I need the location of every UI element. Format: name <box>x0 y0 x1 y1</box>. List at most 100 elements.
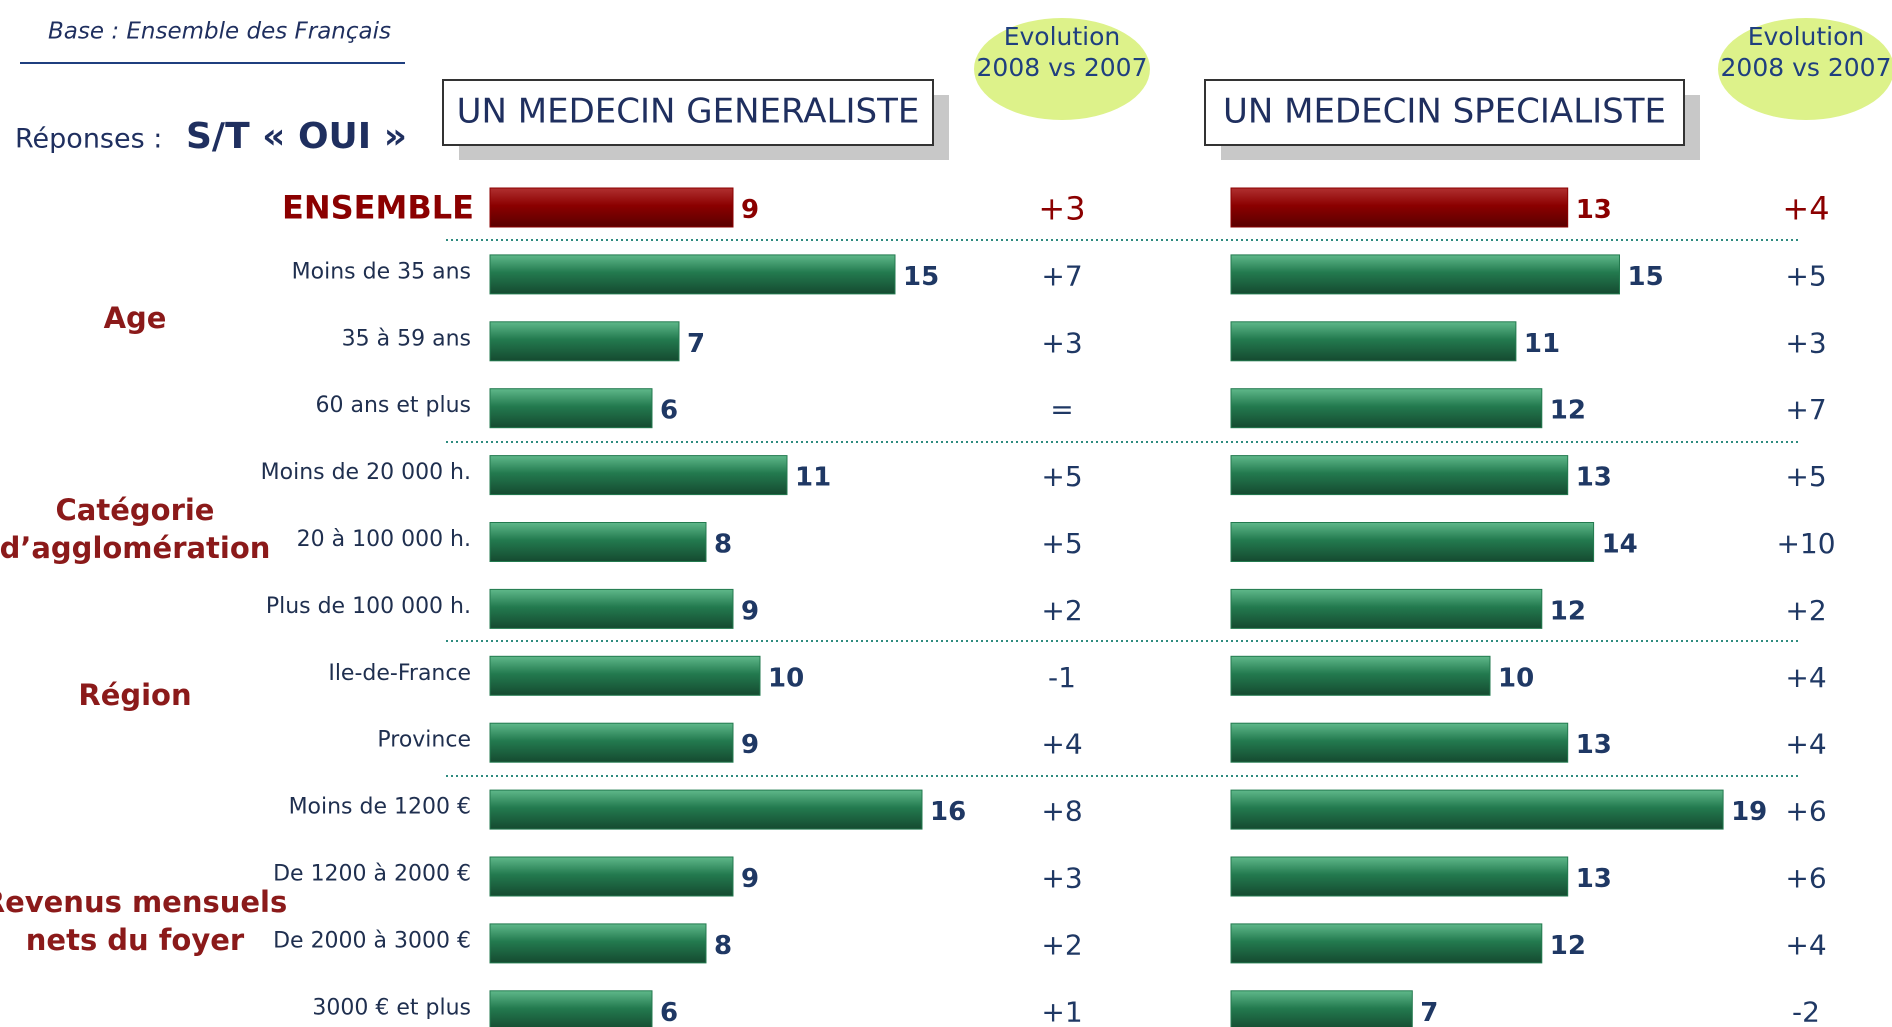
row-label: De 1200 à 2000 € <box>273 862 471 887</box>
bar <box>1230 923 1543 964</box>
title-box <box>442 79 934 146</box>
group-label: Région <box>78 678 191 712</box>
bar <box>489 856 734 897</box>
bar <box>1230 321 1517 362</box>
value-label: 7 <box>687 329 705 359</box>
evolution-value: +6 <box>1785 795 1826 828</box>
evolution-value: = <box>1050 393 1073 426</box>
bar <box>489 923 707 964</box>
bar <box>1230 856 1569 897</box>
evolution-bubble <box>974 18 1150 120</box>
value-label: 9 <box>741 596 759 626</box>
evolution-value: +5 <box>1041 527 1082 560</box>
bar <box>489 321 680 362</box>
value-label: 12 <box>1550 596 1586 626</box>
evolution-value: +4 <box>1782 190 1829 228</box>
evolution-value: +2 <box>1041 928 1082 961</box>
value-label: 11 <box>1524 329 1560 359</box>
evolution-value: +10 <box>1776 527 1835 560</box>
evolution-value: +6 <box>1785 862 1826 895</box>
value-label: 7 <box>1420 998 1438 1027</box>
base-text: Base : Ensemble des Français <box>48 19 391 45</box>
evolution-value: +4 <box>1041 728 1082 761</box>
value-label: 16 <box>930 797 966 827</box>
row-label: 60 ans et plus <box>315 393 471 418</box>
value-label: 8 <box>714 530 732 560</box>
evolution-value: +5 <box>1785 259 1826 292</box>
value-label: 9 <box>741 195 759 225</box>
evolution-value: +3 <box>1041 862 1082 895</box>
evolution-value: -1 <box>1048 661 1076 694</box>
evolution-value: +7 <box>1785 393 1826 426</box>
value-label: 13 <box>1576 730 1612 760</box>
group-label: Catégorie <box>56 493 215 527</box>
bar <box>489 722 734 763</box>
group-label: Age <box>104 301 167 335</box>
evolution-header: 2008 vs 2007 <box>977 53 1148 82</box>
evolution-header: Evolution <box>1004 22 1121 51</box>
evolution-value: +4 <box>1785 728 1826 761</box>
row-label: Moins de 20 000 h. <box>261 460 471 485</box>
value-label: 10 <box>768 663 804 693</box>
evolution-header: Evolution <box>1748 22 1865 51</box>
value-label: 8 <box>714 931 732 961</box>
chart-title: UN MEDECIN GENERALISTE <box>457 92 920 132</box>
bar <box>489 588 734 629</box>
bar <box>1230 722 1569 763</box>
row-label: Moins de 35 ans <box>292 259 471 284</box>
responses-value: S/T « OUI » <box>186 116 407 157</box>
bar <box>489 789 923 830</box>
bar <box>1230 990 1413 1027</box>
value-label: 11 <box>795 463 831 493</box>
value-label: 14 <box>1602 530 1638 560</box>
bar <box>489 655 761 696</box>
evolution-value: +3 <box>1041 326 1082 359</box>
evolution-value: +7 <box>1041 259 1082 292</box>
evolution-value: +3 <box>1038 190 1085 228</box>
total-bar <box>1230 187 1569 228</box>
group-label: Revenus mensuels <box>0 885 287 919</box>
row-label: Ile-de-France <box>328 661 471 686</box>
row-label: Province <box>377 728 471 753</box>
bar <box>1230 522 1595 562</box>
bar <box>489 522 707 562</box>
value-label: 12 <box>1550 931 1586 961</box>
bar <box>489 990 653 1027</box>
evolution-value: +8 <box>1041 795 1082 828</box>
row-label: Moins de 1200 € <box>289 795 471 820</box>
value-label: 13 <box>1576 864 1612 894</box>
title-box <box>1204 79 1685 146</box>
value-label: 15 <box>1628 262 1664 292</box>
row-label: 20 à 100 000 h. <box>297 527 471 552</box>
evolution-value: +1 <box>1041 995 1082 1027</box>
evolution-value: +2 <box>1785 594 1826 627</box>
value-label: 15 <box>903 262 939 292</box>
value-label: 9 <box>741 730 759 760</box>
bar <box>489 254 896 295</box>
bar <box>1230 455 1569 496</box>
value-label: 6 <box>660 998 678 1027</box>
value-label: 12 <box>1550 396 1586 426</box>
row-label: 35 à 59 ans <box>342 326 471 351</box>
value-label: 13 <box>1576 195 1612 225</box>
evolution-value: +5 <box>1041 460 1082 493</box>
chart-title: UN MEDECIN SPECIALISTE <box>1223 92 1666 132</box>
evolution-header: 2008 vs 2007 <box>1721 53 1892 82</box>
bar <box>1230 254 1620 295</box>
bar <box>1230 388 1543 429</box>
value-label: 9 <box>741 864 759 894</box>
evolution-value: +3 <box>1785 326 1826 359</box>
value-label: 19 <box>1731 797 1767 827</box>
evolution-bubble <box>1718 18 1892 120</box>
row-label: Plus de 100 000 h. <box>266 594 471 619</box>
value-label: 6 <box>660 396 678 426</box>
evolution-value: +5 <box>1785 460 1826 493</box>
group-label: nets du foyer <box>26 923 245 957</box>
evolution-value: -2 <box>1792 995 1820 1027</box>
row-label: 3000 € et plus <box>312 995 471 1020</box>
evolution-value: +2 <box>1041 594 1082 627</box>
row-label: De 2000 à 3000 € <box>273 928 471 953</box>
bar <box>489 455 788 496</box>
value-label: 10 <box>1498 663 1534 693</box>
